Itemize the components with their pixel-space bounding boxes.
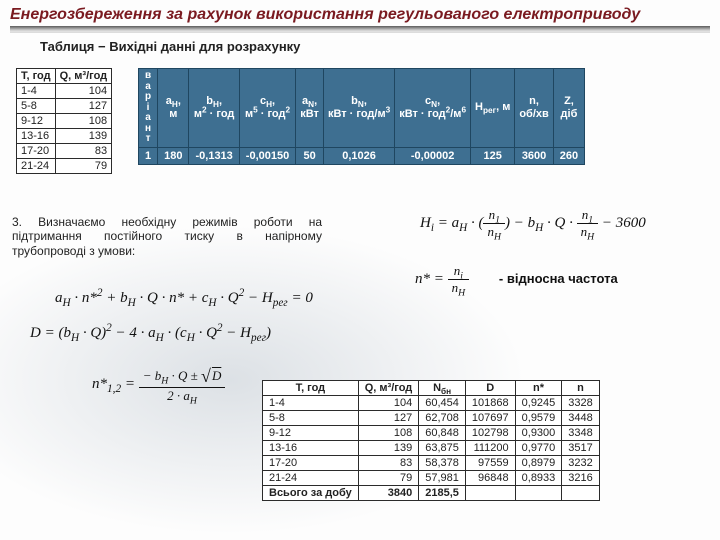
- bh-c2: cH,м5 · год2: [239, 69, 295, 148]
- variant-vert-header: варіант: [140, 71, 156, 145]
- results-table: T, год Q, м³/год Nбн D n* n 1-410460,454…: [262, 380, 600, 501]
- step3-text: 3. Визначаємо необхідну режимів роботи н…: [12, 215, 322, 258]
- eq-Hi: Hi = aH · (n1nH) − bH · Q · n1nH − 3600: [420, 207, 646, 240]
- bh-c6: Hрег, м: [471, 69, 515, 148]
- subtitle: Таблиця − Вихідні данні для розрахунку: [0, 33, 720, 58]
- bh-c7: n,об/хв: [515, 69, 553, 148]
- sm-h2: Q, м³/год: [55, 69, 112, 84]
- sm-h1: T, год: [17, 69, 56, 84]
- blue-params-table: варіант aH,м bH,м2 · год cH,м5 · год2 aN…: [138, 68, 585, 165]
- bh-c4: bN,кВт · год/м3: [323, 69, 394, 148]
- eq-nstar: n*1,2 = − bH · Q ± √D 2 · aH: [92, 366, 225, 404]
- bh-c3: aN,кВт: [296, 69, 324, 148]
- variant-no: 1: [139, 147, 158, 164]
- bh-c8: Z,діб: [553, 69, 584, 148]
- eq-main: aH · n*2 + bH · Q · n* + cH · Q2 − Hрег …: [55, 290, 313, 307]
- input-small-table: T, годQ, м³/год 1-4104 5-8127 9-12108 13…: [16, 68, 112, 174]
- eq-D: D = (bH · Q)2 − 4 · aH · (cH · Q2 − Hрег…: [30, 325, 271, 342]
- title-rule: [10, 26, 710, 33]
- bh-c0: aH,м: [158, 69, 189, 148]
- bh-c5: cN,кВт · год2/м6: [395, 69, 471, 148]
- eq-rel: n* = ninH - відносна частота: [415, 263, 618, 296]
- page-title: Енергозбереження за рахунок використання…: [0, 0, 720, 26]
- bh-c1: bH,м2 · год: [189, 69, 239, 148]
